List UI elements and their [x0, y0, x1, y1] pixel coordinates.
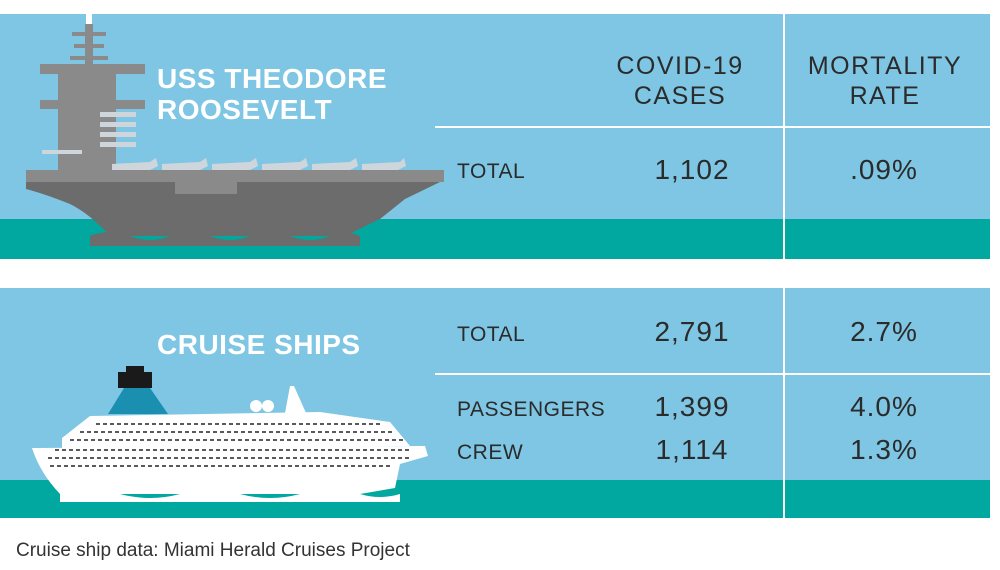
cases-value: 2,791: [654, 316, 730, 347]
carrier-panel: USS THEODORE ROOSEVELT COVID-19 CASES MO…: [0, 14, 990, 259]
column-divider: [783, 14, 785, 259]
cases-header: COVID-19 CASES: [600, 51, 760, 111]
cruise-panel: CRUISE SHIPS TOTAL 2,791 2.7% PASSENGERS…: [0, 288, 990, 518]
aircraft-carrier-icon: [26, 14, 444, 246]
row-divider: [435, 373, 990, 375]
cruise-ship-icon: [32, 366, 428, 502]
cases-value: 1,102: [654, 154, 730, 185]
cases-value: 1,399: [654, 391, 730, 422]
row-label-total: TOTAL: [457, 323, 526, 346]
rate-value: 2.7%: [850, 316, 918, 347]
row-label-passengers: PASSENGERS: [457, 398, 606, 421]
header-divider: [435, 126, 990, 128]
column-divider: [783, 288, 785, 518]
cases-header-line-2: CASES: [633, 82, 727, 110]
rate-value: .09%: [850, 154, 918, 185]
rate-value: 1.3%: [850, 434, 918, 465]
row-label-crew: CREW: [457, 441, 524, 464]
carrier-title-line-2: ROOSEVELT: [157, 94, 333, 125]
rate-value: 4.0%: [850, 391, 918, 422]
source-note: Cruise ship data: Miami Herald Cruises P…: [16, 540, 410, 561]
cases-value: 1,114: [655, 434, 729, 465]
row-label-total: TOTAL: [457, 160, 526, 183]
cruise-title: CRUISE SHIPS: [157, 329, 361, 360]
cases-header-line-1: COVID-19: [616, 52, 744, 80]
carrier-title: USS THEODORE ROOSEVELT: [157, 63, 387, 125]
mortality-header-line-2: RATE: [849, 82, 921, 110]
mortality-header-line-1: MORTALITY: [807, 52, 963, 80]
mortality-header: MORTALITY RATE: [790, 51, 980, 111]
carrier-title-line-1: USS THEODORE: [157, 63, 388, 94]
cruise-title-line-1: CRUISE SHIPS: [157, 329, 361, 360]
